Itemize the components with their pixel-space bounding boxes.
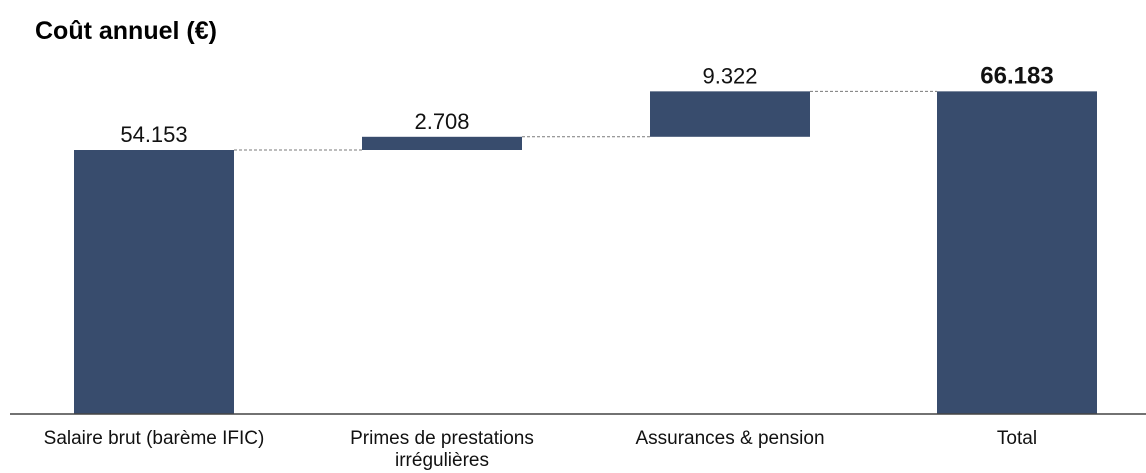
value-label-salaire-brut: 54.153 <box>120 122 187 147</box>
bar-total <box>937 91 1097 414</box>
bar-salaire-brut <box>74 150 234 414</box>
category-label-line: Assurances & pension <box>635 428 824 449</box>
category-labels: Salaire brut (barème IFIC) Primes de pres… <box>44 428 1037 471</box>
category-label-salaire-brut: Salaire brut (barème IFIC) <box>44 428 265 449</box>
value-label-total: 66.183 <box>980 62 1053 89</box>
bar-primes-prestations <box>362 136 522 150</box>
bar-assurances-pension <box>650 91 810 137</box>
value-labels: 54.153 2.708 9.322 66.183 <box>120 62 1053 147</box>
connector-lines <box>234 90 937 151</box>
value-label-assurances-pension: 9.322 <box>702 63 757 88</box>
value-label-primes-prestations: 2.708 <box>414 109 469 134</box>
category-label-line: irrégulières <box>395 450 489 471</box>
chart-title: Coût annuel (€) <box>35 17 217 45</box>
category-label-line: Total <box>997 428 1037 449</box>
category-label-assurances-pension: Assurances & pension <box>635 428 824 449</box>
category-label-line: Primes de prestations <box>350 428 534 449</box>
category-label-total: Total <box>997 428 1037 449</box>
bars <box>74 91 1097 414</box>
category-label-line: Salaire brut (barème IFIC) <box>44 428 265 449</box>
category-label-primes-prestations: Primes de prestations irrégulières <box>350 428 534 471</box>
